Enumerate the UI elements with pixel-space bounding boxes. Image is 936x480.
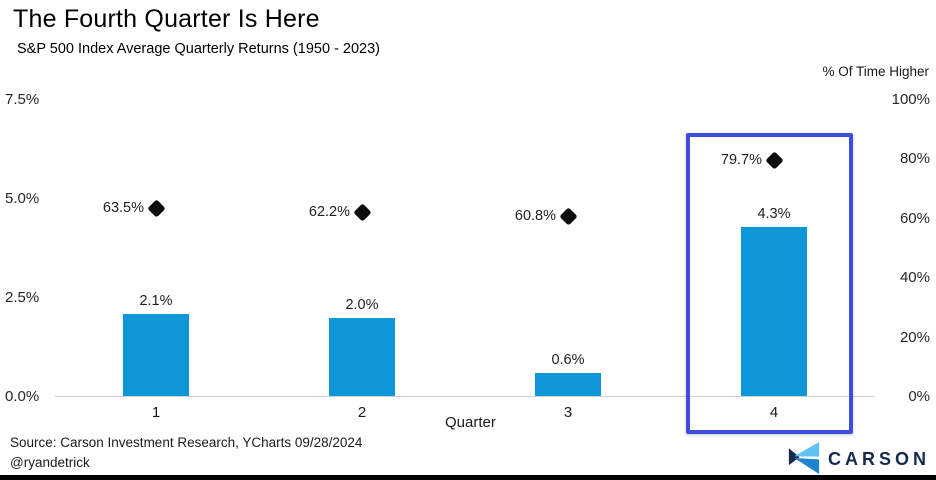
bar-value-label-q2: 2.0% bbox=[345, 296, 379, 313]
diamond-value-label-q3: 60.8% bbox=[514, 208, 556, 225]
bottom-divider-bar bbox=[0, 475, 936, 480]
right-axis-tick: 80% bbox=[899, 150, 930, 168]
q4-highlight-box bbox=[686, 133, 853, 434]
right-axis-tick: 60% bbox=[899, 209, 930, 227]
bar-value-label-q4: 4.3% bbox=[757, 205, 791, 222]
diamond-marker-q1 bbox=[146, 199, 166, 218]
bar-value-label-q3: 0.6% bbox=[551, 352, 585, 369]
x-axis-tick-q4: 4 bbox=[769, 404, 779, 421]
diamond-marker-q2 bbox=[352, 203, 372, 222]
left-axis-tick: 7.5% bbox=[5, 91, 40, 108]
x-axis-title: Quarter bbox=[445, 414, 496, 431]
source-line-2: @ryandetrick bbox=[10, 455, 90, 470]
carson-logo-icon bbox=[788, 442, 820, 474]
carson-logo: CARSON bbox=[788, 440, 930, 476]
source-line-1: Source: Carson Investment Research, YCha… bbox=[10, 435, 363, 450]
diamond-value-label-q2: 62.2% bbox=[308, 204, 350, 221]
carson-logo-text: CARSON bbox=[827, 449, 930, 469]
bar-q4 bbox=[741, 226, 807, 396]
right-axis-tick: 0% bbox=[908, 388, 930, 405]
source-note: Source: Carson Investment Research, YCha… bbox=[10, 433, 362, 473]
x-axis-tick-q2: 2 bbox=[357, 404, 367, 421]
right-axis-tick: 20% bbox=[899, 328, 930, 346]
chart-subtitle: S&P 500 Index Average Quarterly Returns … bbox=[17, 41, 380, 57]
right-axis-tick: 100% bbox=[891, 91, 930, 108]
diamond-marker-q3 bbox=[558, 207, 578, 226]
bar-q2 bbox=[329, 317, 395, 396]
right-axis-title: % Of Time Higher bbox=[822, 64, 929, 79]
x-axis-line bbox=[55, 396, 875, 397]
chart-title: The Fourth Quarter Is Here bbox=[13, 5, 320, 33]
left-axis-tick: 2.5% bbox=[5, 289, 40, 306]
bar-q1 bbox=[123, 313, 189, 396]
bar-value-label-q1: 2.1% bbox=[139, 292, 173, 309]
right-axis-tick: 40% bbox=[899, 269, 930, 287]
bar-q3 bbox=[535, 373, 601, 396]
diamond-value-label-q4: 79.7% bbox=[720, 152, 762, 169]
x-axis-tick-q3: 3 bbox=[563, 404, 573, 421]
x-axis-tick-q1: 1 bbox=[151, 404, 161, 421]
left-axis-tick: 5.0% bbox=[5, 190, 40, 207]
left-axis-tick: 0.0% bbox=[5, 388, 40, 405]
diamond-value-label-q1: 63.5% bbox=[102, 200, 144, 217]
